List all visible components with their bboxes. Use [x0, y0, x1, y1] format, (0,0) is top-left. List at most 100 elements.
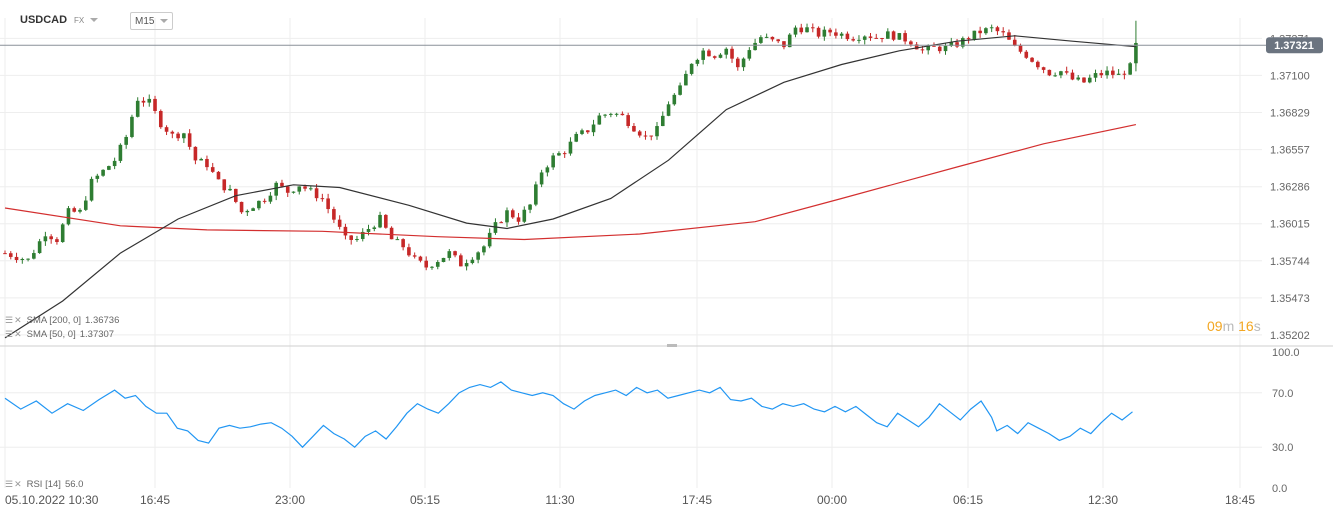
market-label: FX — [74, 15, 85, 25]
candle-body — [78, 209, 82, 212]
candle-body — [961, 38, 965, 47]
candle-body — [851, 39, 855, 41]
candle-body — [360, 231, 365, 240]
candle-body — [1024, 51, 1029, 58]
chevron-down-icon — [160, 19, 169, 23]
price-tick-label: 1.36557 — [1270, 145, 1310, 157]
time-tick-label: 23:00 — [275, 493, 305, 507]
candle-body — [205, 158, 209, 168]
candle-body — [326, 198, 330, 210]
time-tick-label: 05.10.2022 10:30 — [5, 493, 99, 507]
candle-body — [868, 36, 873, 38]
candle-body — [430, 266, 434, 268]
candle-body — [862, 36, 867, 40]
candle-body — [1087, 77, 1092, 83]
candle-body — [412, 255, 417, 257]
candle-body — [678, 85, 682, 95]
candle-body — [562, 153, 567, 155]
candle-body — [510, 210, 515, 218]
time-tick-label: 16:45 — [140, 493, 170, 507]
rsi-tick-label: 70.0 — [1272, 388, 1293, 400]
legend-rsi[interactable]: ☰✕ RSI [14] 56.0 — [5, 479, 83, 490]
candle-body — [176, 133, 180, 139]
candle-body — [285, 186, 290, 193]
candle-body — [782, 41, 786, 48]
market-selector[interactable]: FX — [74, 8, 99, 32]
candle-body — [828, 29, 832, 33]
candle-body — [395, 239, 400, 241]
candle-body — [989, 27, 994, 29]
symbol-label[interactable]: USDCAD — [20, 14, 68, 26]
price-tick-label: 1.37100 — [1270, 70, 1310, 82]
candle-body — [262, 200, 267, 202]
legend-sma200[interactable]: ☰✕ SMA [200, 0] 1.36736 — [5, 315, 119, 326]
settings-icon[interactable]: ☰✕ — [5, 479, 23, 489]
candle-body — [158, 110, 163, 128]
candle-body — [26, 258, 30, 260]
candle-body — [424, 260, 429, 268]
candle-body — [1093, 73, 1098, 78]
candle-body — [609, 113, 613, 115]
candle-body — [182, 133, 186, 139]
candle-body — [1111, 70, 1115, 75]
candle-body — [60, 224, 65, 243]
price-tick-label: 1.35473 — [1270, 293, 1310, 305]
candle-body — [712, 56, 717, 58]
candle-body — [337, 219, 342, 227]
candle-body — [684, 73, 688, 86]
candle-body — [816, 27, 821, 37]
candle-body — [418, 256, 423, 261]
candle-body — [695, 59, 700, 64]
settings-icon[interactable]: ☰✕ — [5, 329, 23, 339]
price-tick-label: 1.36015 — [1270, 219, 1310, 231]
candle-body — [649, 135, 654, 137]
candle-body — [620, 113, 625, 116]
sma200-label: SMA [200, 0] — [26, 315, 82, 326]
time-tick-label: 05:15 — [410, 493, 440, 507]
candle-body — [118, 144, 123, 161]
candle-body — [557, 153, 561, 156]
candle-body — [707, 50, 711, 57]
candle-body — [153, 98, 157, 111]
candle-body — [401, 239, 405, 248]
candle-body — [3, 253, 7, 255]
candle-body — [378, 214, 382, 228]
time-tick-label: 00:00 — [817, 493, 847, 507]
rsi-tick-label: 0.0 — [1272, 483, 1287, 495]
candle-body — [839, 33, 844, 36]
candle-body — [759, 37, 763, 43]
candle-countdown: 09m 16s — [1207, 318, 1261, 334]
candle-body — [845, 33, 850, 40]
timeframe-selector[interactable]: M15 — [130, 12, 174, 30]
candle-body — [291, 191, 296, 193]
candle-body — [464, 263, 469, 267]
candle-body — [332, 209, 336, 220]
candle-body — [891, 31, 896, 40]
sma50-label: SMA [50, 0] — [26, 329, 76, 340]
candle-body — [101, 169, 105, 176]
candle-body — [672, 94, 677, 105]
time-tick-label: 12:30 — [1088, 493, 1118, 507]
candle-body — [932, 45, 936, 47]
candle-body — [903, 33, 907, 42]
candle-body — [660, 115, 665, 127]
rsi-label: RSI [14] — [26, 479, 61, 490]
candle-body — [441, 257, 446, 263]
candle-body — [591, 124, 596, 133]
candle-body — [43, 236, 48, 242]
candle-body — [1105, 70, 1109, 76]
legend-sma50[interactable]: ☰✕ SMA [50, 0] 1.37307 — [5, 329, 114, 340]
candle-body — [89, 178, 94, 201]
candle-body — [539, 172, 544, 185]
candle-body — [735, 58, 740, 68]
candle-body — [718, 54, 723, 58]
candle-body — [522, 209, 527, 222]
candle-body — [764, 36, 769, 38]
candle-body — [66, 208, 71, 225]
candle-body — [107, 166, 111, 170]
candle-body — [193, 146, 198, 161]
candle-body — [1041, 67, 1046, 70]
settings-icon[interactable]: ☰✕ — [5, 315, 23, 325]
candle-body — [55, 239, 59, 243]
